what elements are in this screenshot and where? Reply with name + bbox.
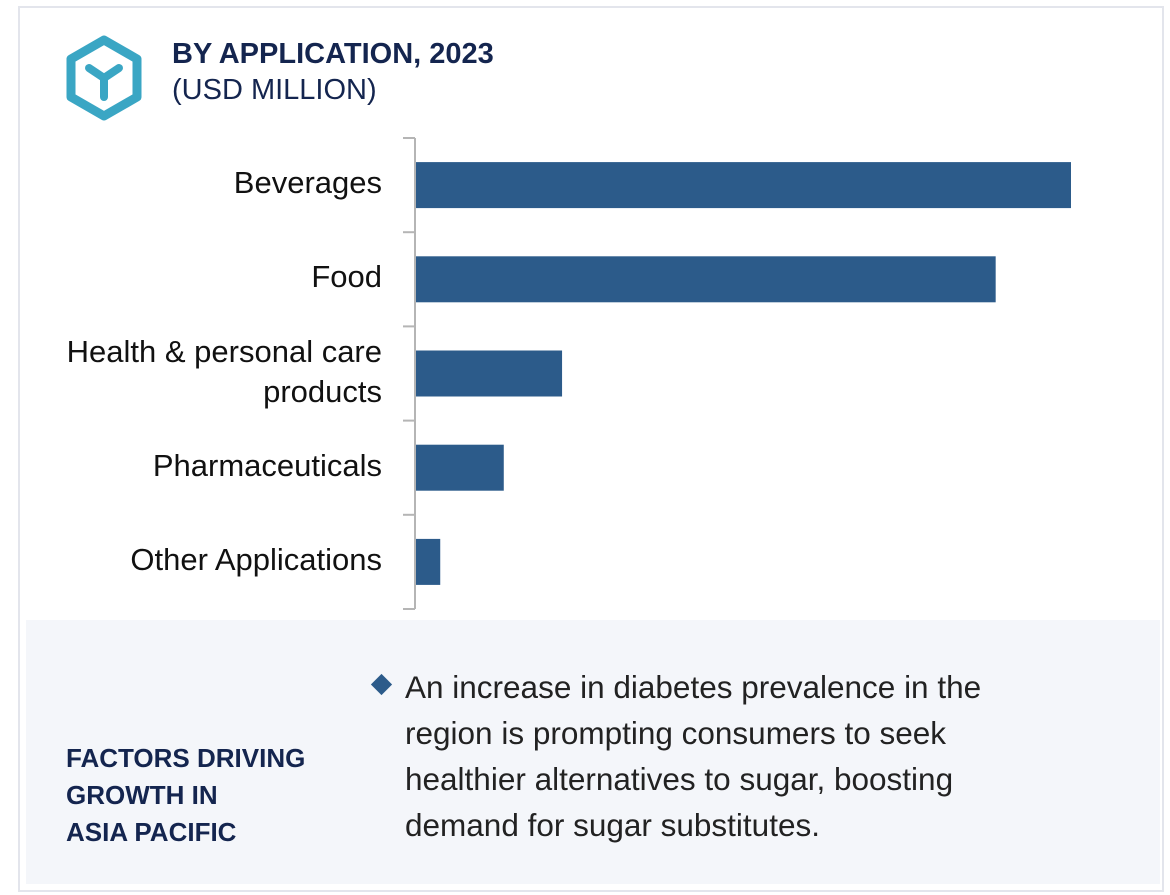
- category-label: Pharmaceuticals: [152, 447, 382, 483]
- bar: [416, 162, 1071, 209]
- bars: [416, 162, 1071, 585]
- category-label: Other Applications: [130, 541, 382, 577]
- bar: [416, 538, 441, 585]
- factors-title-line: FACTORS DRIVING: [66, 743, 306, 773]
- category-label: Beverages: [233, 165, 382, 201]
- factors-panel: [26, 620, 1160, 884]
- factor-bullet-text: An increase in diabetes prevalence in th…: [405, 669, 982, 843]
- category-axis: [403, 137, 416, 610]
- bar: [416, 350, 563, 397]
- category-label: Health & personal care products: [66, 333, 382, 409]
- factors-title: FACTORS DRIVING GROWTH IN ASIA PACIFIC: [66, 740, 346, 851]
- bar: [416, 256, 996, 303]
- bar: [416, 444, 504, 491]
- hexagon-y-icon: [66, 35, 142, 121]
- chart-title: BY APPLICATION, 2023: [172, 38, 494, 70]
- chart-subtitle: (USD MILLION): [172, 74, 377, 106]
- factors-title-line: GROWTH IN: [66, 780, 218, 810]
- factors-title-line: ASIA PACIFIC: [66, 817, 237, 847]
- category-label: Food: [311, 259, 382, 295]
